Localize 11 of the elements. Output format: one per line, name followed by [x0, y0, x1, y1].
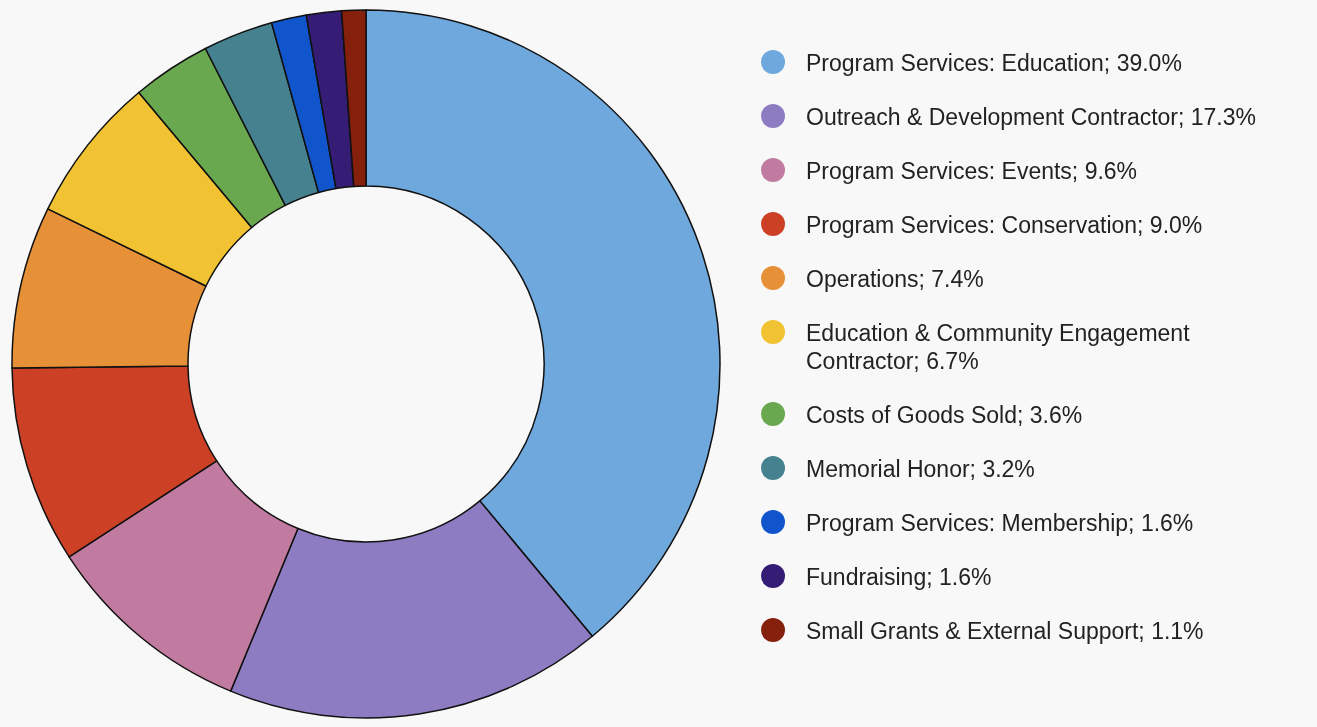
legend-label: Operations; 7.4% — [806, 266, 984, 293]
legend-label: Memorial Honor; 3.2% — [806, 456, 1035, 483]
legend-label: Program Services: Conservation; 9.0% — [806, 212, 1203, 239]
legend-label: Fundraising; 1.6% — [806, 564, 992, 591]
legend-label: Small Grants & External Support; 1.1% — [806, 618, 1204, 645]
legend-label: Education & Community Engagement Contractor; 6.7% — [806, 320, 1191, 375]
legend-label: Costs of Goods Sold; 3.6% — [806, 402, 1083, 429]
legend-label: Program Services: Membership; 1.6% — [806, 510, 1194, 537]
legend-label: Outreach & Development Contractor; 17.3% — [806, 104, 1257, 131]
legend-label: Program Services: Education; 39.0% — [806, 50, 1182, 77]
legend-label: Program Services: Events; 9.6% — [806, 158, 1138, 185]
